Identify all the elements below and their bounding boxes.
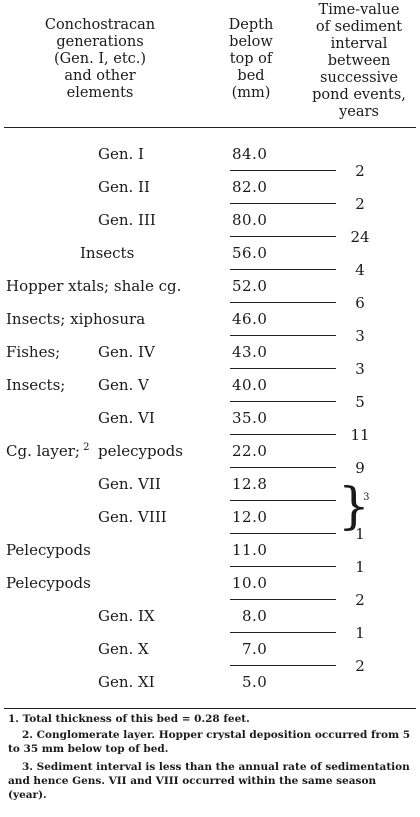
- depth-separator-line: [230, 500, 336, 501]
- row-depth: 43.0: [232, 343, 268, 361]
- depth-separator-line: [230, 269, 336, 270]
- header-time-value: Time-value of sediment interval between …: [312, 2, 406, 120]
- row-generation: Gen. XI: [98, 673, 155, 691]
- time-value: 4: [355, 261, 365, 279]
- row-depth: 84.0: [232, 145, 268, 163]
- row-element-label: Hopper xtals; shale cg.: [6, 277, 182, 295]
- depth-separator-line: [230, 467, 336, 468]
- time-value: 5: [355, 393, 365, 411]
- depth-separator-line: [230, 236, 336, 237]
- depth-separator-line: [230, 170, 336, 171]
- row-generation: Gen. VII: [98, 475, 161, 493]
- footnote-2: 2. Conglomerate layer. Hopper crystal de…: [8, 729, 411, 755]
- depth-separator-line: [230, 203, 336, 204]
- row-generation: Gen. IX: [98, 607, 155, 625]
- header-rule: [4, 127, 416, 128]
- time-value: 6: [355, 294, 365, 312]
- depth-separator-line: [230, 335, 336, 336]
- row-element-label: Fishes;: [6, 343, 61, 361]
- brace-icon: }: [338, 477, 370, 535]
- time-value: 11: [350, 426, 370, 444]
- depth-separator-line: [230, 566, 336, 567]
- depth-separator-line: [230, 434, 336, 435]
- row-element-label: Pelecypods: [6, 541, 91, 559]
- row-generation: Gen. IV: [98, 343, 155, 361]
- time-value: 2: [355, 591, 365, 609]
- row-depth: 12.8: [232, 475, 268, 493]
- depth-separator-line: [230, 401, 336, 402]
- row-depth: 8.0: [242, 607, 268, 625]
- row-depth: 35.0: [232, 409, 268, 427]
- row-generation: Insects: [80, 244, 135, 262]
- footnote-3: 3. Sediment interval is less than the an…: [8, 761, 410, 801]
- row-depth: 52.0: [232, 277, 268, 295]
- row-generation: Gen. II: [98, 178, 150, 196]
- row-generation: Gen. VI: [98, 409, 155, 427]
- row-element-label: Pelecypods: [6, 574, 91, 592]
- row-generation: Gen. III: [98, 211, 156, 229]
- row-generation: Gen. VIII: [98, 508, 167, 526]
- time-value: 1: [355, 558, 365, 576]
- row-depth: 46.0: [232, 310, 268, 328]
- row-element-label: Insects; xiphosura: [6, 310, 146, 328]
- row-depth: 82.0: [232, 178, 268, 196]
- row-generation: Gen. V: [98, 376, 149, 394]
- time-value: 2: [355, 162, 365, 180]
- table-bottom-rule: [4, 708, 416, 709]
- row-depth: 22.0: [232, 442, 268, 460]
- depth-separator-line: [230, 368, 336, 369]
- row-depth: 10.0: [232, 574, 268, 592]
- time-value: 24: [350, 228, 370, 246]
- row-generation: Gen. X: [98, 640, 149, 658]
- time-value: 9: [355, 459, 365, 477]
- time-value: 3: [355, 360, 365, 378]
- time-value: 2: [355, 657, 365, 675]
- depth-separator-line: [230, 599, 336, 600]
- row-element-label: Cg. layer; 2: [6, 442, 90, 460]
- row-depth: 5.0: [242, 673, 268, 691]
- header-elements: Conchostracan generations (Gen. I, etc.)…: [44, 17, 156, 101]
- row-element-label: Insects;: [6, 376, 66, 394]
- row-depth: 11.0: [232, 541, 268, 559]
- footnote-1: 1. Total thickness of this bed = 0.28 fe…: [8, 713, 250, 725]
- row-depth: 56.0: [232, 244, 268, 262]
- row-generation: pelecypods: [98, 442, 183, 460]
- time-value: 1: [355, 525, 365, 543]
- depth-separator-line: [230, 302, 336, 303]
- depth-separator-line: [230, 665, 336, 666]
- header-depth: Depth below top of bed (mm): [228, 17, 274, 101]
- footnote-ref: 2: [79, 442, 90, 453]
- time-value: 3: [355, 327, 365, 345]
- time-value: 1 3: [350, 492, 370, 510]
- row-depth: 7.0: [242, 640, 268, 658]
- time-value: 1: [355, 624, 365, 642]
- row-depth: 12.0: [232, 508, 268, 526]
- row-generation: Gen. I: [98, 145, 144, 163]
- row-depth: 80.0: [232, 211, 268, 229]
- time-value: 2: [355, 195, 365, 213]
- depth-separator-line: [230, 632, 336, 633]
- footnote-ref: 3: [360, 492, 370, 503]
- depth-separator-line: [230, 533, 336, 534]
- row-depth: 40.0: [232, 376, 268, 394]
